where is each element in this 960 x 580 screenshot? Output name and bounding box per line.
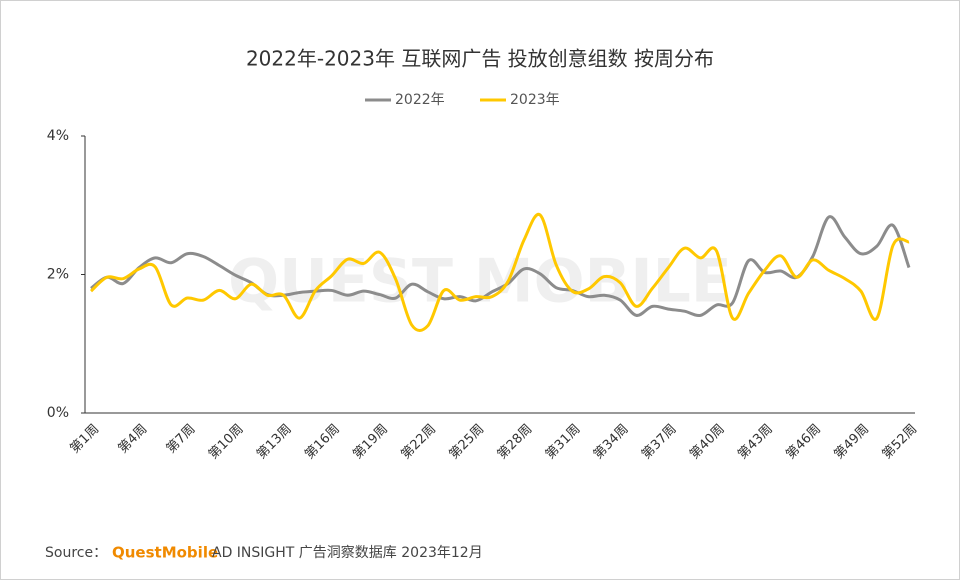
y-tick-label: 2%: [47, 267, 69, 283]
source-prefix: Source：: [45, 545, 107, 561]
chart-title: 2022年-2023年 互联网广告 投放创意组数 按周分布: [246, 47, 714, 71]
source-text: AD INSIGHT 广告洞察数据库 2023年12月: [212, 544, 483, 561]
series-line: [89, 212, 910, 332]
legend-label: 2023年: [510, 92, 560, 108]
source-brand: QuestMobile: [112, 544, 218, 562]
y-tick-label: 0%: [47, 405, 69, 421]
series-line: [90, 215, 911, 318]
legend-label: 2022年: [395, 92, 445, 108]
watermark: QUEST MOBILE: [228, 247, 732, 317]
y-tick-label: 4%: [47, 128, 69, 144]
